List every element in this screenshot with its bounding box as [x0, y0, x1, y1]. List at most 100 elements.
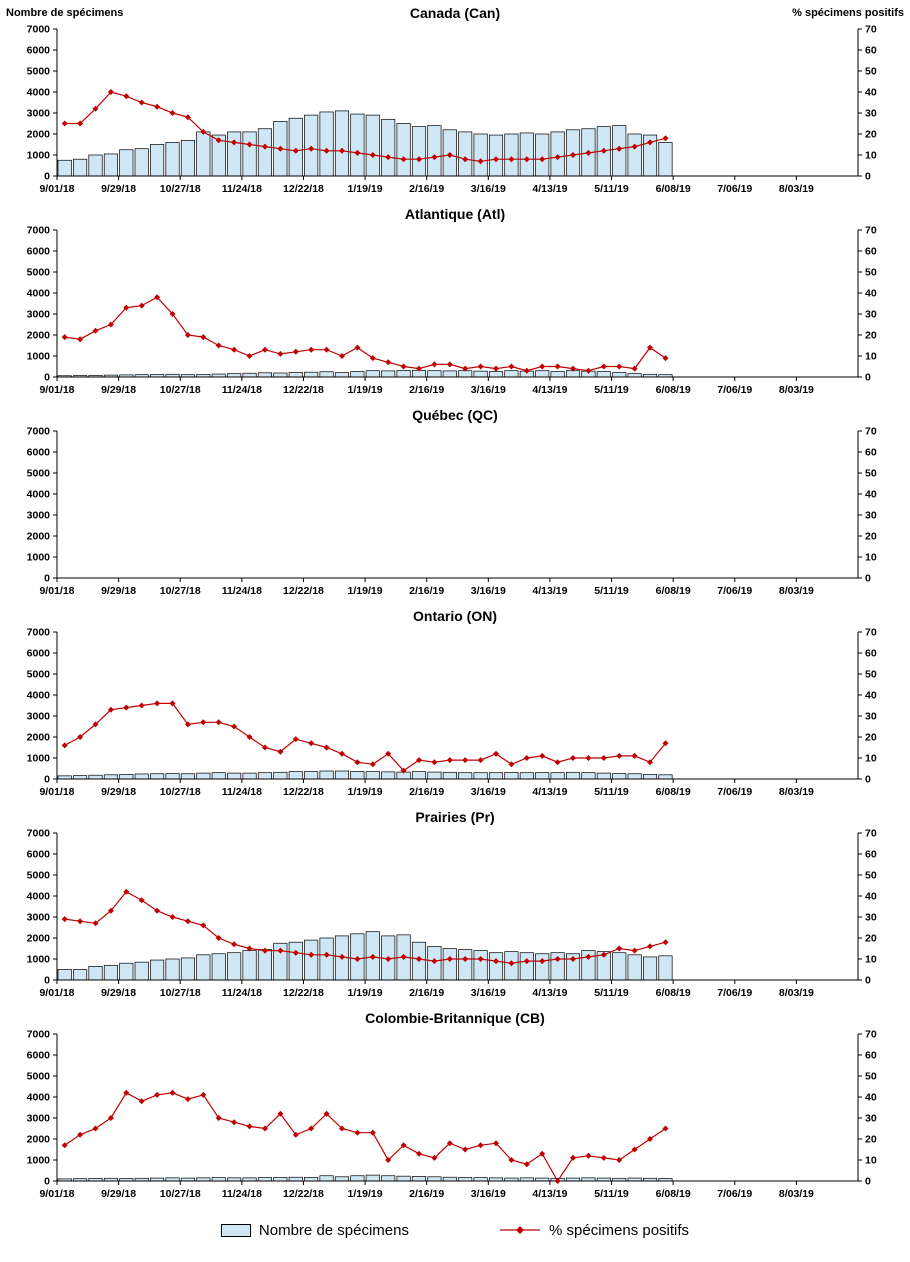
svg-text:5000: 5000: [27, 669, 51, 681]
svg-text:6/08/19: 6/08/19: [656, 786, 691, 798]
svg-text:12/22/18: 12/22/18: [283, 183, 324, 195]
svg-text:3/16/19: 3/16/19: [471, 1188, 506, 1200]
svg-text:3000: 3000: [27, 912, 51, 924]
svg-text:9/01/18: 9/01/18: [39, 1188, 74, 1200]
svg-text:7000: 7000: [27, 426, 51, 438]
svg-text:7/06/19: 7/06/19: [717, 786, 752, 798]
chart-header-canada: Nombre de spécimens Canada (Can) % spéci…: [0, 2, 910, 24]
svg-text:2/16/19: 2/16/19: [409, 786, 444, 798]
svg-text:30: 30: [865, 108, 877, 120]
svg-text:9/29/18: 9/29/18: [101, 1188, 136, 1200]
svg-text:40: 40: [865, 489, 877, 501]
svg-text:0: 0: [44, 171, 50, 183]
svg-text:7000: 7000: [27, 828, 51, 840]
svg-text:5/11/19: 5/11/19: [594, 987, 629, 999]
bars-series: [57, 931, 673, 981]
svg-text:6/08/19: 6/08/19: [656, 1188, 691, 1200]
svg-text:3/16/19: 3/16/19: [471, 786, 506, 798]
svg-text:10: 10: [865, 552, 877, 564]
svg-text:4/13/19: 4/13/19: [532, 384, 567, 396]
svg-text:6000: 6000: [27, 1050, 51, 1062]
chart-ontario-plot: 0 1000 2000 3000 4000 5000 6000 7000 0 10 20 30 40 50…: [27, 627, 877, 798]
svg-text:2000: 2000: [27, 330, 51, 342]
svg-text:1/19/19: 1/19/19: [348, 183, 383, 195]
svg-text:3000: 3000: [27, 510, 51, 522]
svg-text:5/11/19: 5/11/19: [594, 786, 629, 798]
bars-series: [57, 1174, 673, 1182]
svg-text:9/29/18: 9/29/18: [101, 585, 136, 597]
svg-text:4/13/19: 4/13/19: [532, 786, 567, 798]
legend-item-bars: Nombre de spécimens: [220, 1221, 409, 1239]
chart-atlantique-plot: 0 1000 2000 3000 4000 5000 6000 7000 0 10 20 30 40 50…: [27, 225, 877, 396]
pct-line-series: [61, 888, 669, 967]
bar-swatch-icon: [220, 1223, 251, 1237]
svg-text:7000: 7000: [27, 627, 51, 639]
svg-text:6000: 6000: [27, 447, 51, 459]
chart-ontario: Ontario (ON) 0 1000 2000 3000 4000 5000 6000 70…: [0, 605, 910, 806]
svg-text:4000: 4000: [27, 1092, 51, 1104]
svg-text:1/19/19: 1/19/19: [348, 585, 383, 597]
svg-text:2/16/19: 2/16/19: [409, 384, 444, 396]
svg-text:5000: 5000: [27, 870, 51, 882]
chart-header-quebec: Québec (QC): [0, 404, 910, 426]
svg-text:9/01/18: 9/01/18: [39, 987, 74, 999]
svg-text:9/01/18: 9/01/18: [39, 786, 74, 798]
svg-text:20: 20: [865, 531, 877, 543]
pct-line-series: [61, 1089, 669, 1184]
svg-text:9/01/18: 9/01/18: [39, 585, 74, 597]
left-axis-caption: Nombre de spécimens: [6, 7, 124, 19]
legend: Nombre de spécimens % spécimens positifs: [0, 1217, 910, 1243]
chart-header-atlantique: Atlantique (Atl): [0, 203, 910, 225]
svg-text:70: 70: [865, 1029, 877, 1041]
svg-text:10: 10: [865, 954, 877, 966]
svg-text:4/13/19: 4/13/19: [532, 1188, 567, 1200]
svg-text:4/13/19: 4/13/19: [532, 183, 567, 195]
svg-text:9/29/18: 9/29/18: [101, 786, 136, 798]
pct-line-series: [61, 89, 669, 165]
svg-text:6/08/19: 6/08/19: [656, 183, 691, 195]
svg-text:12/22/18: 12/22/18: [283, 585, 324, 597]
svg-text:7/06/19: 7/06/19: [717, 585, 752, 597]
svg-text:6/08/19: 6/08/19: [656, 585, 691, 597]
axes: 0 1000 2000 3000 4000 5000 6000 7000 0 10 20 30 40 50…: [27, 426, 877, 597]
svg-text:5000: 5000: [27, 1071, 51, 1083]
svg-text:2/16/19: 2/16/19: [409, 987, 444, 999]
svg-text:12/22/18: 12/22/18: [283, 384, 324, 396]
svg-text:60: 60: [865, 648, 877, 660]
chart-header-prairies: Prairies (Pr): [0, 806, 910, 828]
legend-bars-label: Nombre de spécimens: [258, 1221, 409, 1239]
svg-text:0: 0: [865, 774, 871, 786]
svg-text:1000: 1000: [27, 1155, 51, 1167]
svg-text:7/06/19: 7/06/19: [717, 1188, 752, 1200]
svg-text:10/27/18: 10/27/18: [160, 585, 201, 597]
svg-text:1000: 1000: [27, 552, 51, 564]
svg-text:8/03/19: 8/03/19: [779, 987, 814, 999]
svg-text:3000: 3000: [27, 1113, 51, 1125]
chart-title-atlantique: Atlantique (Atl): [404, 206, 506, 222]
svg-text:20: 20: [865, 732, 877, 744]
axes: 0 1000 2000 3000 4000 5000 6000 7000 0 10 20 30 40 50…: [27, 225, 877, 396]
svg-text:2/16/19: 2/16/19: [409, 1188, 444, 1200]
svg-text:2000: 2000: [27, 732, 51, 744]
svg-text:5/11/19: 5/11/19: [594, 183, 629, 195]
svg-text:3/16/19: 3/16/19: [471, 183, 506, 195]
svg-text:0: 0: [44, 774, 50, 786]
svg-text:0: 0: [865, 1176, 871, 1188]
svg-text:30: 30: [865, 309, 877, 321]
svg-text:60: 60: [865, 447, 877, 459]
svg-text:10/27/18: 10/27/18: [160, 1188, 201, 1200]
chart-canada-plot: 0 1000 2000 3000 4000 5000 6000 7000 0 10 20 30 40 50…: [27, 24, 877, 195]
axes: 0 1000 2000 3000 4000 5000 6000 7000 0 10 20 30 40 50…: [27, 24, 877, 195]
svg-text:50: 50: [865, 870, 877, 882]
chart-quebec-plot: 0 1000 2000 3000 4000 5000 6000 7000 0 10 20 30 40 50…: [27, 426, 877, 597]
svg-text:3/16/19: 3/16/19: [471, 585, 506, 597]
svg-text:6000: 6000: [27, 45, 51, 57]
svg-text:4000: 4000: [27, 288, 51, 300]
svg-text:60: 60: [865, 1050, 877, 1062]
svg-text:5000: 5000: [27, 468, 51, 480]
chart-header-colombie-britannique: Colombie-Britannique (CB): [0, 1007, 910, 1029]
svg-text:60: 60: [865, 849, 877, 861]
svg-text:40: 40: [865, 891, 877, 903]
svg-text:0: 0: [865, 573, 871, 585]
svg-text:70: 70: [865, 627, 877, 639]
